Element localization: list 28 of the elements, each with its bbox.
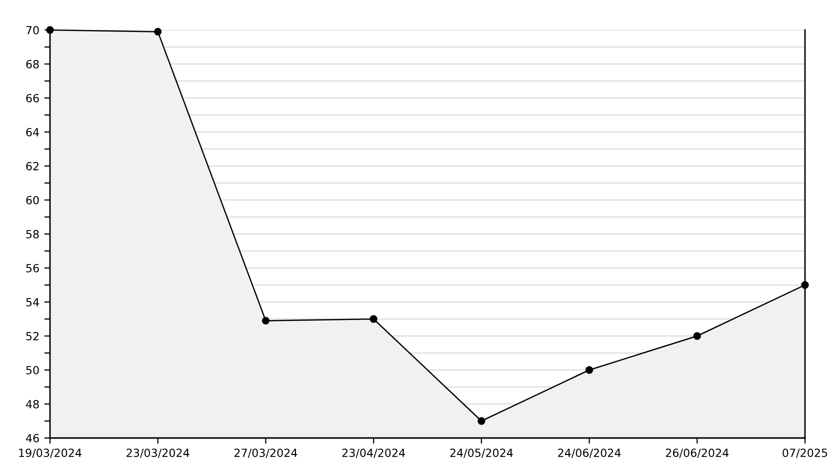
y-tick-label: 66: [26, 94, 39, 102]
point: [154, 28, 162, 36]
y-tick-label: 62: [26, 162, 38, 170]
point: [585, 366, 594, 374]
x-tick-label: 23/03/2024: [126, 448, 190, 458]
y-tick-label: 54: [26, 298, 39, 306]
y-tick-label: 68: [26, 60, 39, 68]
point: [262, 316, 270, 325]
x-tick-label: 26/06/2024: [666, 448, 729, 458]
y-tick-label: 52: [26, 332, 38, 340]
x-tick-label: 23/04/2024: [342, 448, 405, 458]
x-tick-label: 19/03/2024: [19, 448, 82, 458]
point: [801, 281, 809, 289]
y-tick-label: 64: [26, 128, 39, 136]
x-tick-label: 24/05/2024: [450, 448, 513, 458]
y-tick-label: 60: [26, 196, 39, 204]
point: [693, 332, 701, 340]
y-tick-label: 70: [26, 26, 39, 34]
x-tick-label: 27/03/2024: [234, 448, 298, 458]
point: [370, 315, 378, 323]
y-tick-label: 56: [26, 264, 39, 272]
y-tick-label: 50: [26, 366, 39, 374]
y-tick-label: 48: [26, 400, 39, 408]
point: [478, 417, 486, 425]
x-tick-label: 24/06/2024: [558, 448, 621, 458]
y-tick-label: 58: [26, 230, 39, 238]
y-tick-label: 46: [26, 434, 39, 442]
x-tick-label: 07/2025: [782, 448, 828, 458]
